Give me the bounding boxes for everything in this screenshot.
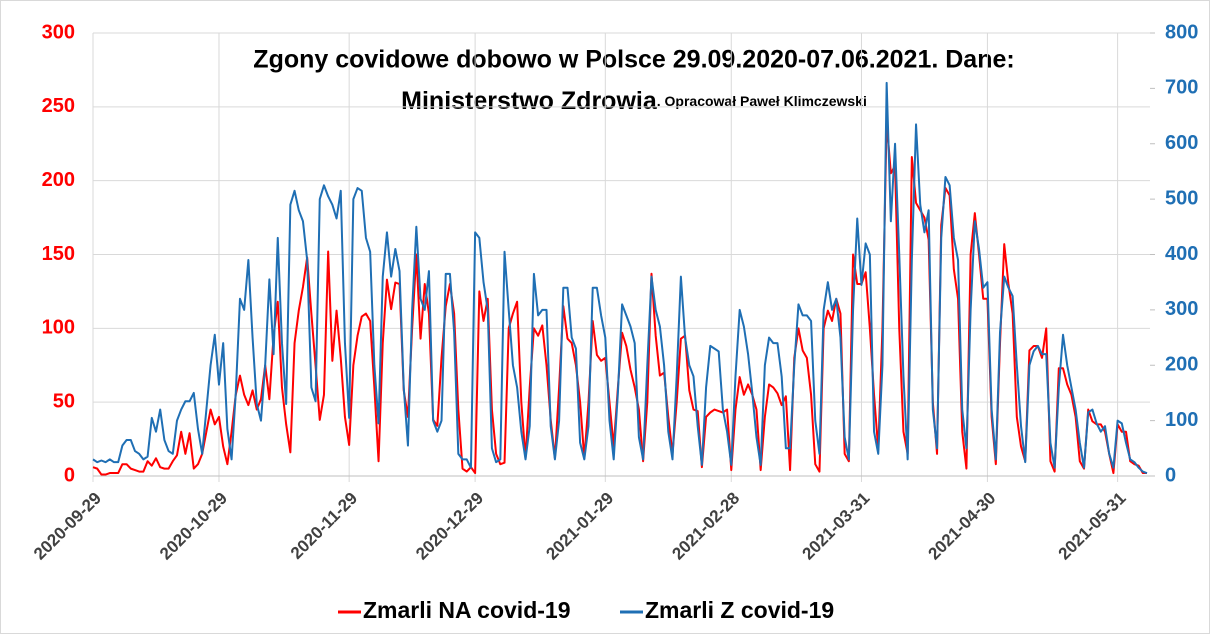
y2-tick-label: 200 — [1165, 354, 1198, 376]
y-tick-label: 100 — [42, 317, 75, 339]
y-tick-label: 50 — [53, 390, 75, 412]
y2-tick-label: 800 — [1165, 21, 1198, 43]
chart-title-line2: Ministerstwo Zdrowia. Opracował Paweł Kl… — [401, 87, 867, 115]
y-tick-label: 200 — [42, 169, 75, 191]
legend-label: Zmarli Z covid-19 — [645, 597, 834, 623]
legend-label: Zmarli NA covid-19 — [363, 597, 570, 623]
data-line — [92, 81, 1148, 475]
y2-tick-label: 700 — [1165, 77, 1198, 99]
y2-tick-label: 0 — [1165, 464, 1176, 486]
y-tick-label: 150 — [42, 243, 75, 265]
chart-title: Ministerstwo Zdrowia — [401, 87, 658, 115]
y2-tick-label: 500 — [1165, 187, 1198, 209]
y2-tick-label: 100 — [1165, 409, 1198, 431]
y-tick-label: 0 — [64, 464, 75, 486]
y2-tick-label: 300 — [1165, 298, 1198, 320]
y-tick-label: 250 — [42, 95, 75, 117]
y2-tick-label: 400 — [1165, 243, 1198, 265]
y2-tick-label: 600 — [1165, 132, 1198, 154]
chart-title: Zgony covidowe dobowo w Polsce 29.09.202… — [253, 46, 1014, 74]
chart-subtitle: . Opracował Paweł Klimczewski — [657, 93, 867, 109]
y-tick-label: 300 — [42, 21, 75, 43]
